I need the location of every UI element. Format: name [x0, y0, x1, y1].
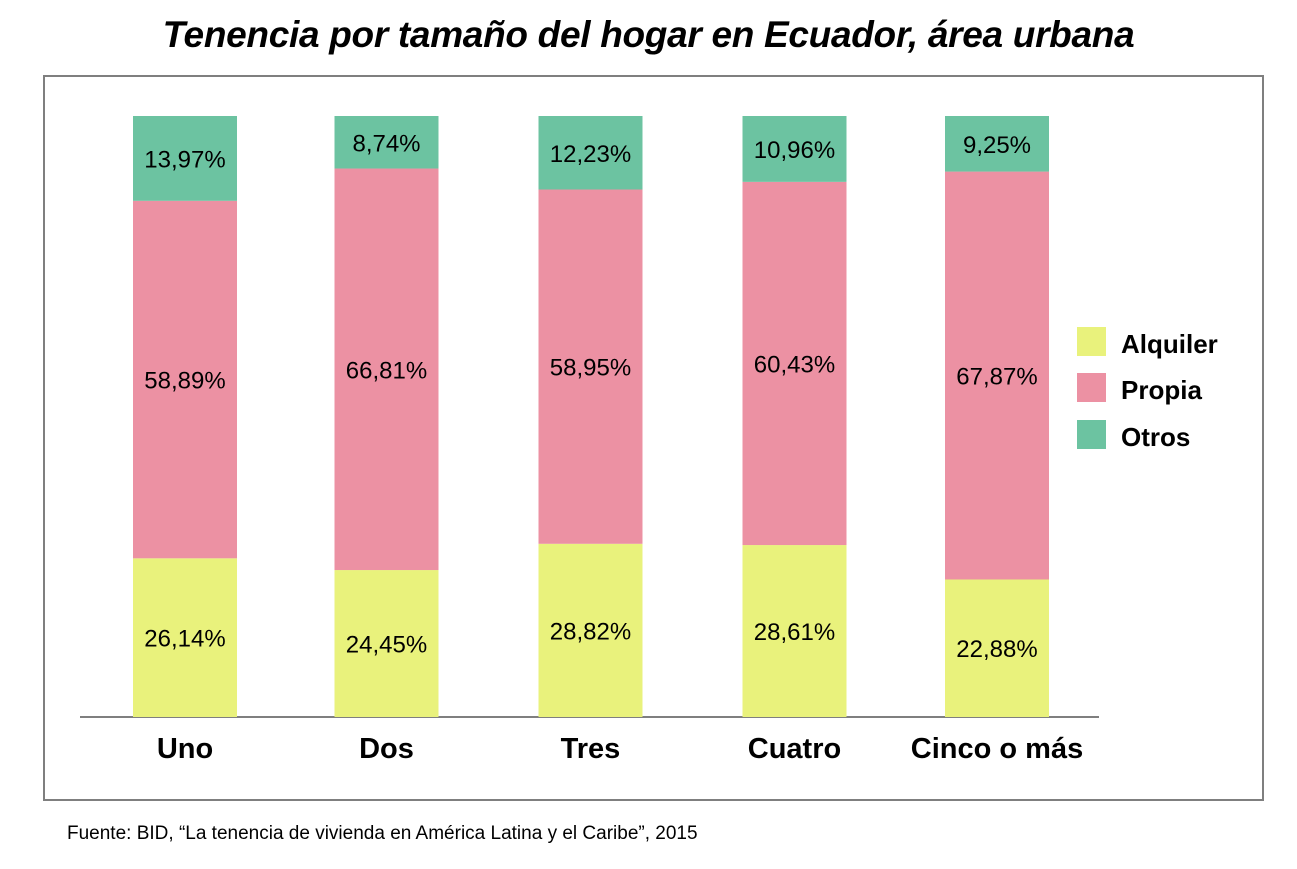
data-label-alquiler-3: 28,82%: [550, 618, 631, 645]
chart-title: Tenencia por tamaño del hogar en Ecuador…: [162, 14, 1135, 55]
data-label-propia-5: 67,87%: [956, 364, 1037, 391]
data-label-propia-1: 58,89%: [144, 368, 225, 395]
category-labels: Uno Dos Tres Cuatro Cinco o más: [157, 733, 1083, 765]
bar-segment-otros-2: [334, 116, 439, 169]
legend-swatch-propia: [1077, 373, 1106, 402]
source-note: Fuente: BID, “La tenencia de vivienda en…: [67, 823, 698, 844]
bar-segment-otros-3: [538, 116, 643, 190]
data-label-otros-2: 8,74%: [352, 130, 420, 157]
data-label-alquiler-5: 22,88%: [956, 636, 1037, 663]
data-label-propia-4: 60,43%: [754, 351, 835, 378]
category-label-4: Cuatro: [748, 733, 841, 765]
data-label-otros-4: 10,96%: [754, 137, 835, 164]
category-label-5: Cinco o más: [911, 733, 1083, 765]
data-label-otros-1: 13,97%: [144, 146, 225, 173]
legend-label-propia: Propia: [1121, 375, 1202, 405]
bar-segment-otros-1: [133, 116, 237, 201]
bar-segment-alquiler-3: [538, 543, 643, 717]
bar-segment-propia-2: [334, 168, 439, 571]
chart-frame: [43, 75, 1264, 801]
data-label-alquiler-4: 28,61%: [754, 619, 835, 646]
bar-segment-propia-3: [538, 189, 643, 544]
legend: Alquiler Propia Otros: [1077, 327, 1218, 452]
category-label-1: Uno: [157, 733, 213, 765]
legend-label-otros: Otros: [1121, 422, 1190, 452]
legend-swatch-otros: [1077, 420, 1106, 449]
bar-segment-alquiler-2: [334, 570, 439, 717]
data-label-propia-2: 66,81%: [346, 357, 427, 384]
category-label-3: Tres: [561, 733, 621, 765]
bar-segment-alquiler-1: [133, 558, 237, 717]
data-label-otros-5: 9,25%: [963, 132, 1031, 159]
bar-segment-alquiler-5: [945, 579, 1049, 717]
data-label-otros-3: 12,23%: [550, 141, 631, 168]
bars-group: 26,14% 58,89% 13,97% 24,45% 66,81% 8,74% 28,82…: [133, 116, 1049, 717]
data-label-alquiler-1: 26,14%: [144, 626, 225, 653]
data-label-propia-3: 58,95%: [550, 355, 631, 382]
data-label-alquiler-2: 24,45%: [346, 632, 427, 659]
bar-segment-propia-1: [133, 200, 237, 559]
bar-segment-otros-5: [945, 116, 1049, 172]
bar-segment-propia-4: [742, 181, 847, 546]
legend-label-alquiler: Alquiler: [1121, 329, 1218, 359]
bar-segment-otros-4: [742, 116, 847, 182]
legend-swatch-alquiler: [1077, 327, 1106, 356]
bar-segment-propia-5: [945, 171, 1049, 580]
category-label-2: Dos: [359, 733, 414, 765]
bar-segment-alquiler-4: [742, 545, 847, 717]
